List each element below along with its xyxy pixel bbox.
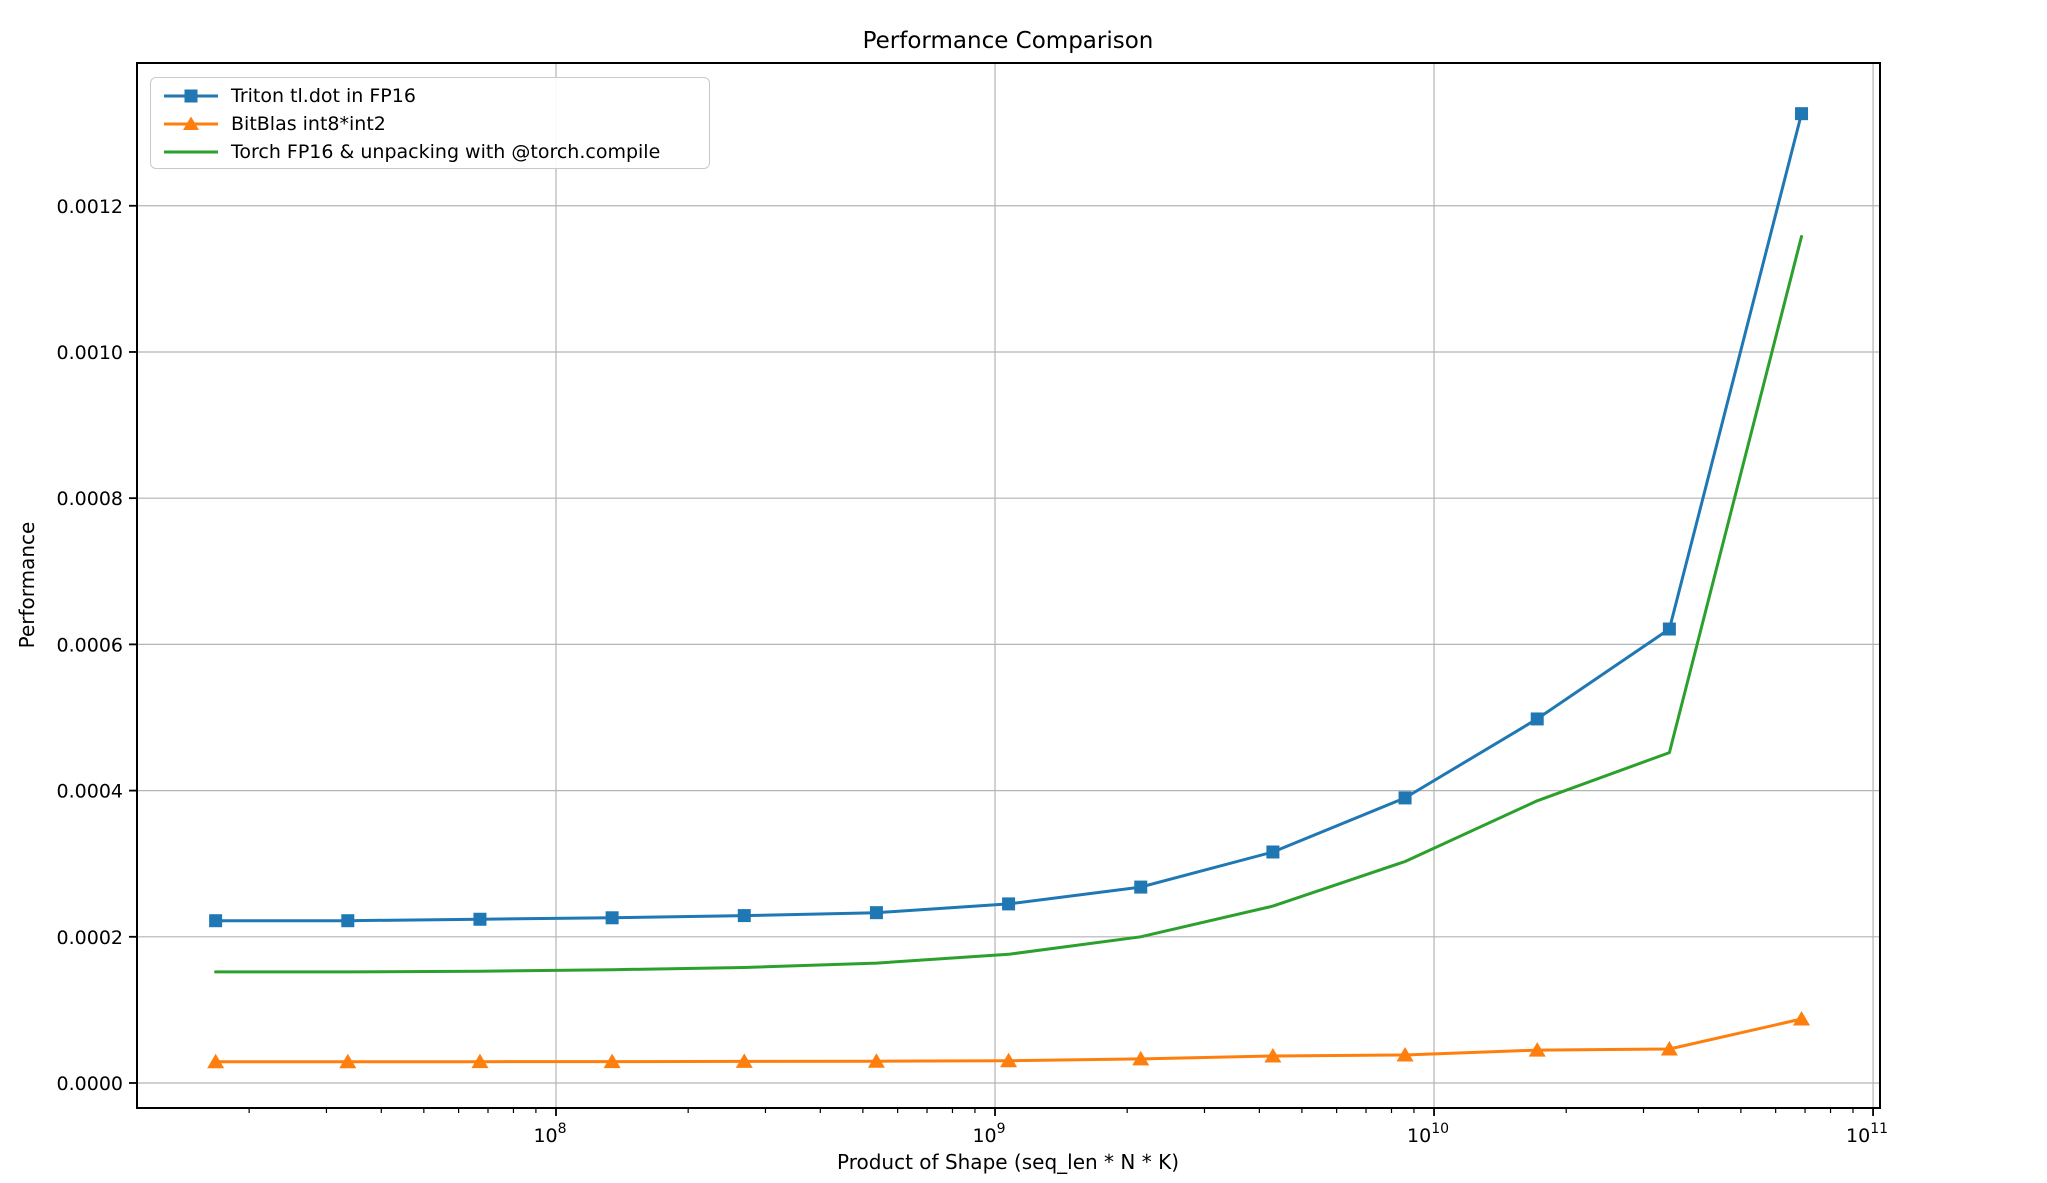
y-tick-label: 0.0004: [57, 781, 123, 803]
legend-line-sample-icon: [164, 150, 218, 154]
legend-line-square-sample-icon: [164, 89, 218, 103]
series-marker-square: [1002, 897, 1016, 911]
series-marker-square: [605, 911, 619, 925]
series-marker-square: [1530, 712, 1544, 726]
x-axis-label: Product of Shape (seq_len * N * K): [837, 1150, 1179, 1174]
y-tick-label: 0.0006: [57, 634, 123, 656]
series-marker-square: [1134, 880, 1148, 894]
legend-item: BitBlas int8*int2: [163, 110, 386, 138]
legend-item: Torch FP16 & unpacking with @torch.compi…: [163, 138, 660, 166]
series-marker-square: [1266, 845, 1280, 859]
y-tick-label: 0.0010: [57, 342, 123, 364]
series-marker-square: [869, 906, 883, 920]
series-marker-triangle: [603, 1053, 621, 1069]
x-tick-label: 1010: [1407, 1121, 1449, 1147]
series-line-2: [214, 235, 1803, 974]
x-tick-label: 1011: [1846, 1121, 1888, 1147]
series-marker-triangle: [1000, 1052, 1018, 1068]
legend-label: Triton tl.dot in FP16: [231, 85, 416, 107]
x-tick-label: 108: [533, 1121, 566, 1147]
series-marker-square: [1662, 622, 1676, 636]
series-marker-triangle: [867, 1053, 885, 1068]
series-marker-square: [1398, 791, 1412, 805]
axes-spines: [136, 62, 1881, 1109]
series-marker-triangle: [1528, 1042, 1546, 1057]
legend-line-triangle-sample-icon: [164, 116, 218, 130]
series-marker-square: [1795, 107, 1809, 121]
y-tick-label: 0.0000: [57, 1073, 123, 1095]
series-marker-square: [341, 914, 355, 928]
series-marker-triangle: [339, 1053, 357, 1069]
series-marker-square: [209, 914, 223, 928]
series-marker-square: [473, 912, 487, 926]
series-line-0: [214, 112, 1803, 923]
legend-item: Triton tl.dot in FP16: [163, 82, 416, 110]
series-marker-square: [737, 909, 751, 923]
series-marker-triangle: [1396, 1047, 1414, 1062]
series-marker-triangle: [1264, 1048, 1282, 1063]
series-marker-triangle: [471, 1053, 489, 1069]
chart-title: Performance Comparison: [862, 28, 1154, 54]
y-tick-label: 0.0002: [57, 927, 123, 949]
legend: Triton tl.dot in FP16 BitBlas int8*int2 …: [150, 77, 710, 169]
y-tick-label: 0.0012: [57, 196, 123, 218]
legend-label: Torch FP16 & unpacking with @torch.compi…: [231, 141, 661, 163]
series-marker-triangle: [1660, 1041, 1678, 1056]
legend-label: BitBlas int8*int2: [231, 113, 386, 135]
series-marker-triangle: [207, 1053, 225, 1069]
series-marker-triangle: [735, 1053, 753, 1068]
series-marker-triangle: [1793, 1011, 1811, 1026]
y-tick-label: 0.0008: [57, 488, 123, 510]
series-marker-triangle: [1132, 1050, 1150, 1066]
x-tick-label: 109: [972, 1121, 1005, 1147]
